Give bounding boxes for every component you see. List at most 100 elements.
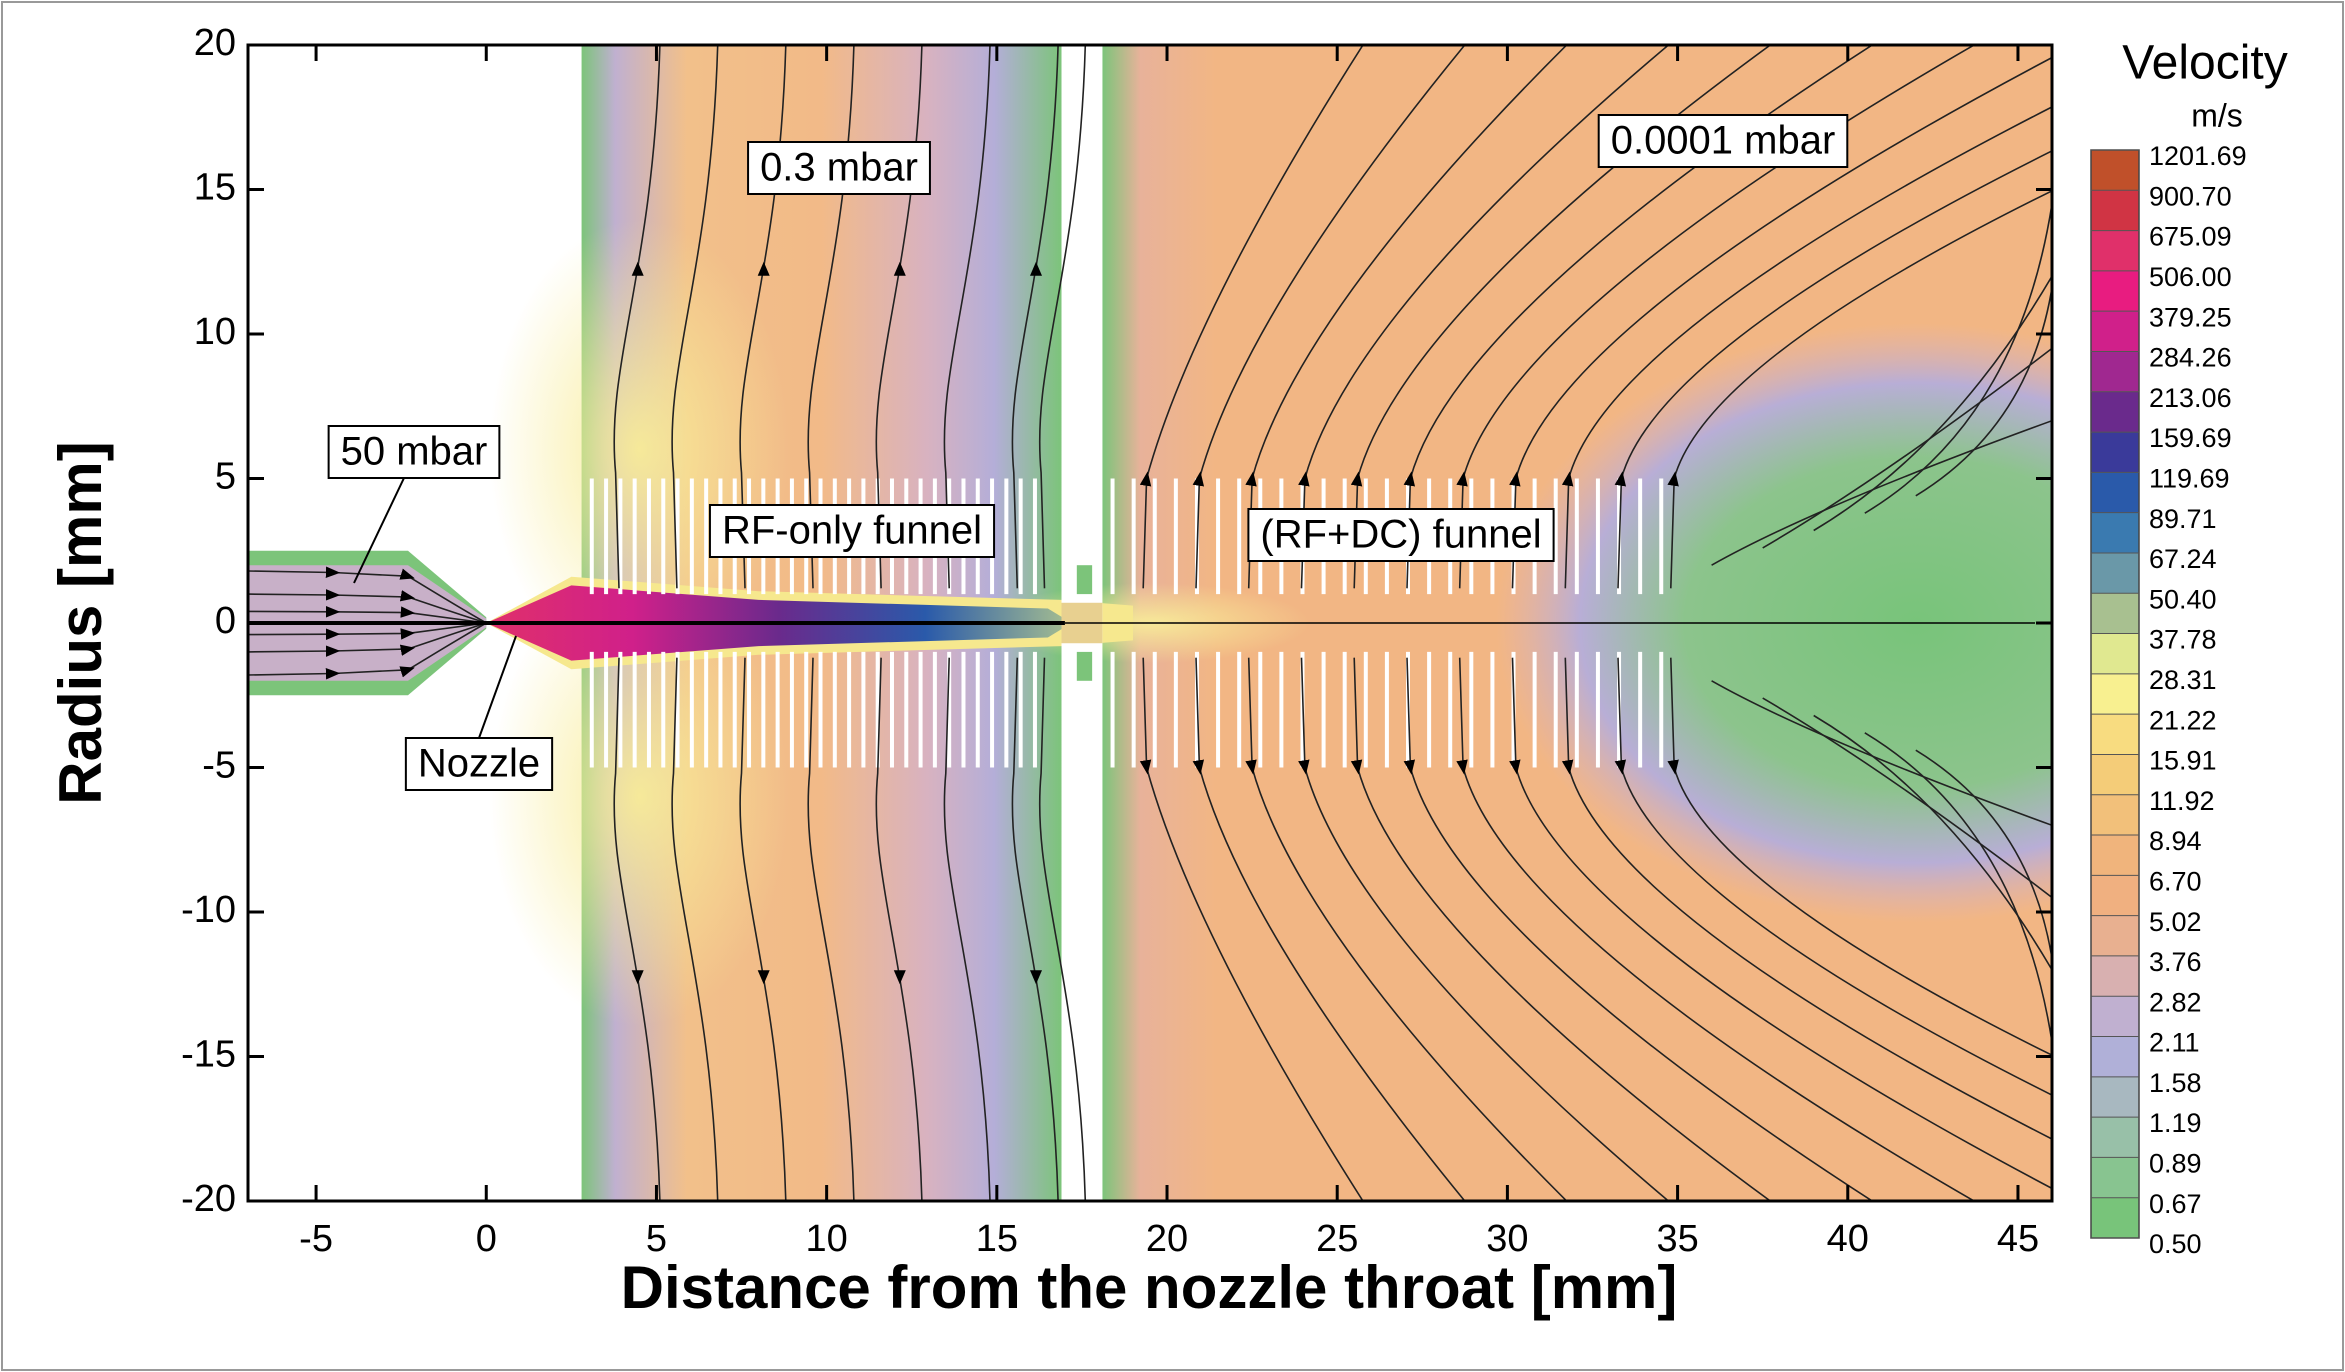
- colorbar-band: [2091, 552, 2139, 594]
- annotation-box: [708, 504, 996, 558]
- streamline: [1509, 657, 2052, 1190]
- colorbar-band: [2091, 915, 2139, 957]
- streamline: [943, 657, 991, 1201]
- streamline: [1298, 657, 1670, 1201]
- annotation-label: (RF+DC) funnel: [1260, 513, 1541, 557]
- colorbar-band: [2091, 1076, 2139, 1118]
- y-tick-label: -5: [202, 745, 236, 787]
- colorbar-band: [2091, 391, 2139, 433]
- annotation-label: 50 mbar: [341, 430, 488, 474]
- x-tick-label: 45: [1997, 1218, 2039, 1260]
- arrow-head: [631, 261, 644, 276]
- streamline: [1561, 657, 2052, 1140]
- streamline: [1038, 657, 1087, 1201]
- colorbar-label: 6.70: [2149, 866, 2202, 896]
- colorbar-band: [2091, 794, 2139, 836]
- colorbar-label: 119.69: [2149, 463, 2230, 493]
- colorbar-label: 1.58: [2149, 1068, 2202, 1098]
- skimmer: [1076, 651, 1093, 681]
- colorbar-band: [2091, 1157, 2139, 1199]
- annotation: (RF+DC) funnel: [1247, 508, 1555, 562]
- x-tick-label: 10: [806, 1218, 848, 1260]
- colorbar-band: [2091, 230, 2139, 272]
- colorbar-label: 506.00: [2149, 262, 2232, 292]
- y-tick-label: 0: [215, 600, 236, 642]
- streamline: [613, 657, 661, 1201]
- colorbar-band: [2091, 311, 2139, 352]
- streamline: [875, 45, 923, 589]
- streamline: [671, 657, 719, 1201]
- colorbar-band: [2091, 673, 2139, 715]
- colorbar-band: [2091, 754, 2139, 796]
- streamline: [1192, 657, 1466, 1201]
- streamline: [943, 45, 991, 589]
- glow: [489, 219, 790, 680]
- arrow-head: [893, 261, 906, 276]
- colorbar-label: 21.22: [2149, 705, 2217, 735]
- colorbar-label: 50.40: [2149, 584, 2217, 614]
- streamline: [1245, 657, 1568, 1201]
- arrow-head: [631, 970, 644, 985]
- colorbar-band: [2091, 432, 2139, 473]
- colorbar-label: 89.71: [2149, 504, 2217, 534]
- streamline: [1298, 45, 1670, 589]
- streamline: [1403, 45, 1874, 589]
- colorbar-label: 67.24: [2149, 544, 2217, 574]
- colorbar-band: [2091, 1036, 2139, 1078]
- streamline: [739, 45, 787, 589]
- streamline: [1350, 657, 1772, 1201]
- streamline: [739, 657, 787, 1201]
- x-tick-label: 30: [1486, 1218, 1528, 1260]
- streamline: [1139, 657, 1364, 1201]
- streamline: [1245, 45, 1568, 589]
- streamline: [671, 45, 719, 589]
- colorbar-label: 213.06: [2149, 383, 2232, 413]
- y-tick-label: -10: [181, 889, 236, 931]
- colorbar-label: 28.31: [2149, 665, 2217, 695]
- y-axis-label: Radius [mm]: [47, 441, 114, 804]
- annotation: RF-only funnel: [708, 504, 996, 558]
- field: [248, 45, 2052, 1201]
- y-tick-label: -20: [181, 1178, 236, 1220]
- streamline: [248, 622, 487, 657]
- streamline: [1350, 45, 1772, 589]
- colorbar-band: [2091, 270, 2139, 312]
- x-axis-label: Distance from the nozzle throat [mm]: [621, 1254, 1678, 1321]
- annotation: 0.0001 mbar: [1597, 114, 1849, 168]
- streamline: [1711, 680, 2052, 827]
- streamline: [1864, 732, 2052, 1043]
- streamline: [1915, 131, 2052, 497]
- annotation-label: Nozzle: [418, 742, 540, 786]
- colorbar-label: 3.76: [2149, 947, 2202, 977]
- streamline: [1864, 203, 2052, 514]
- colorbar-band: [2091, 996, 2139, 1038]
- leader: [478, 635, 517, 739]
- colorbar-band: [2091, 633, 2139, 675]
- streamline: [1403, 657, 1874, 1201]
- colorbar-band: [2091, 835, 2139, 876]
- colorbar-band: [2091, 714, 2139, 755]
- streamline: [1456, 657, 1976, 1201]
- x-tick-label: 5: [646, 1218, 667, 1260]
- streamline: [248, 566, 487, 624]
- colorbar-label: 284.26: [2149, 343, 2232, 373]
- streamline: [1762, 347, 2052, 549]
- axes: -5 0 5 10 15 20 25 30 35 40 45 -20 -15 -10 -5 0 5 10 15 20: [181, 22, 2054, 1260]
- x-tick-label: 15: [976, 1218, 1018, 1260]
- colorbar-label: 0.67: [2149, 1189, 2202, 1219]
- colorbar-band: [2091, 1197, 2139, 1239]
- colorbar-band: [2091, 190, 2139, 232]
- y-tick-label: 10: [194, 311, 236, 353]
- streamline: [1813, 275, 2052, 532]
- streamline: [1711, 419, 2052, 566]
- annotation: Nozzle: [404, 737, 554, 791]
- streamline: [1192, 45, 1466, 589]
- streamline: [1456, 45, 1976, 589]
- arrow-head: [1030, 970, 1042, 985]
- x-tick-label: 0: [476, 1218, 497, 1260]
- annotation-label: 0.3 mbar: [760, 146, 918, 190]
- leader: [353, 477, 405, 584]
- annotation: 50 mbar: [327, 425, 501, 479]
- streamline: [1614, 657, 2052, 1096]
